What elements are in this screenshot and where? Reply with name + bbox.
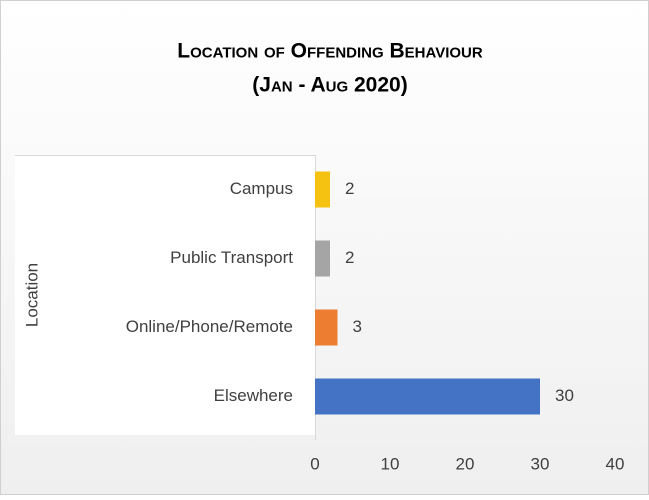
- category-panel: [15, 155, 315, 435]
- x-tick-label: 30: [531, 454, 550, 473]
- x-tick-label: 40: [606, 454, 625, 473]
- y-tick-label: Public Transport: [170, 248, 293, 267]
- x-tick-label: 0: [310, 454, 319, 473]
- y-axis-label: Location: [22, 263, 41, 327]
- data-label: 2: [345, 248, 354, 267]
- bar: [315, 240, 330, 277]
- bar: [315, 171, 330, 208]
- y-tick-label: Online/Phone/Remote: [126, 317, 293, 336]
- data-label: 3: [353, 317, 362, 336]
- y-tick-label: Campus: [230, 179, 293, 198]
- chart-subtitle: (Jan - Aug 2020): [252, 74, 407, 97]
- x-tick-label: 20: [456, 454, 475, 473]
- bar: [315, 309, 338, 346]
- bar: [315, 378, 540, 415]
- x-tick-label: 10: [381, 454, 400, 473]
- data-label: 30: [555, 386, 574, 405]
- data-label: 2: [345, 179, 354, 198]
- chart-title: Location of Offending Behaviour: [177, 40, 483, 63]
- y-tick-label: Elsewhere: [214, 386, 293, 405]
